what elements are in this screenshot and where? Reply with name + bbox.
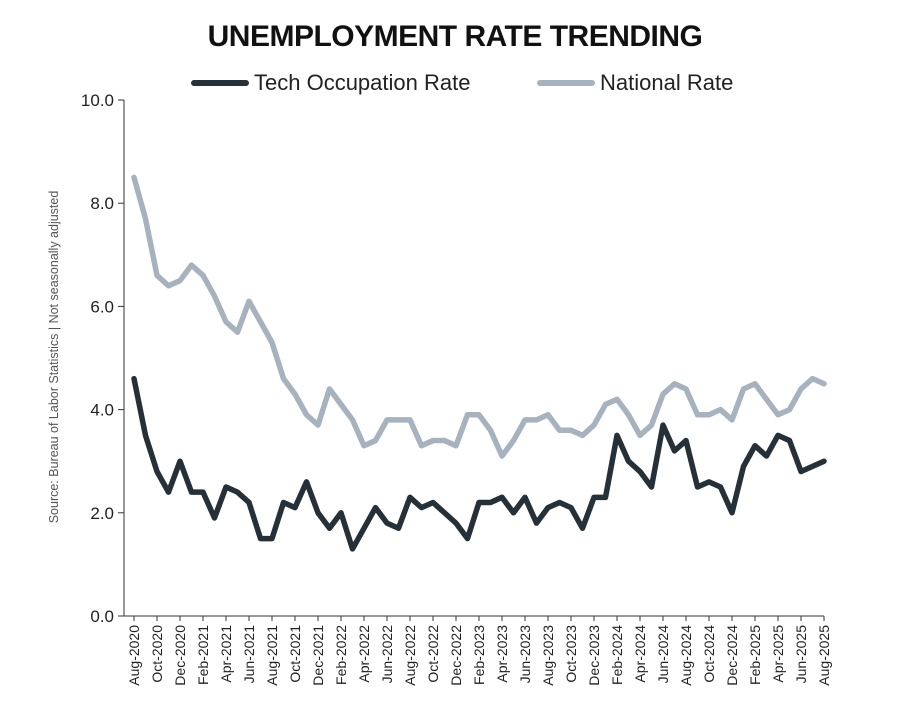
legend-label-tech: Tech Occupation Rate	[254, 70, 470, 95]
chart-title: UNEMPLOYMENT RATE TRENDING	[208, 20, 703, 53]
x-tick-label: Feb-2023	[471, 625, 487, 685]
y-tick-label: 2.0	[90, 504, 114, 523]
x-tick-label: Feb-2024	[609, 625, 625, 685]
x-tick-label: Aug-2022	[402, 625, 418, 686]
x-tick-label: Apr-2023	[494, 625, 510, 683]
y-tick-label: 8.0	[90, 194, 114, 213]
y-axis-source-label: Source: Bureau of Labor Statistics | Not…	[47, 191, 61, 524]
legend-label-national: National Rate	[600, 70, 733, 95]
y-tick-label: 6.0	[90, 297, 114, 316]
x-axis: Aug-2020 Oct-2020 Dec-2020 Feb-2021 Apr-2021…	[124, 615, 832, 686]
x-tick-label: Apr-2024	[632, 625, 648, 683]
x-tick-label: Aug-2021	[264, 625, 280, 686]
series-layer	[131, 174, 827, 552]
x-tick-label: Apr-2021	[218, 625, 234, 683]
x-tick-label: Jun-2021	[241, 625, 257, 684]
x-tick-label: Dec-2024	[724, 625, 740, 686]
x-tick-label: Jun-2025	[793, 625, 809, 684]
x-tick-label: Oct-2022	[425, 625, 441, 683]
x-tick-label: Dec-2021	[310, 625, 326, 686]
x-tick-label: Oct-2021	[287, 625, 303, 683]
x-tick-label: Jun-2023	[517, 625, 533, 684]
x-tick-label: Jun-2022	[379, 625, 395, 684]
series-line-national	[131, 174, 827, 459]
x-tick-label: Aug-2023	[540, 625, 556, 686]
x-tick-label: Aug-2024	[678, 625, 694, 686]
x-tick-label: Dec-2022	[448, 625, 464, 686]
x-tick-label: Feb-2022	[333, 625, 349, 685]
x-tick-label: Apr-2025	[770, 625, 786, 683]
y-tick-label: 10.0	[81, 91, 114, 110]
x-tick-label: Feb-2021	[195, 625, 211, 685]
x-tick-label: Oct-2020	[149, 625, 165, 683]
x-tick-label: Apr-2022	[356, 625, 372, 683]
y-tick-label: 4.0	[90, 401, 114, 420]
x-tick-label: Dec-2020	[172, 625, 188, 686]
x-tick-label: Dec-2023	[586, 625, 602, 686]
x-tick-label: Feb-2025	[747, 625, 763, 685]
y-tick-label: 0.0	[90, 607, 114, 626]
x-tick-label: Aug-2025	[816, 625, 832, 686]
x-tick-label: Oct-2024	[701, 625, 717, 683]
x-tick-label: Aug-2020	[126, 625, 142, 686]
x-tick-label: Oct-2023	[563, 625, 579, 683]
legend: Tech Occupation Rate National Rate	[191, 70, 733, 95]
y-axis: 0.0 2.0 4.0 6.0 8.0 10.0	[81, 91, 125, 626]
series-line-tech	[131, 375, 827, 552]
x-tick-label: Jun-2024	[655, 625, 671, 684]
